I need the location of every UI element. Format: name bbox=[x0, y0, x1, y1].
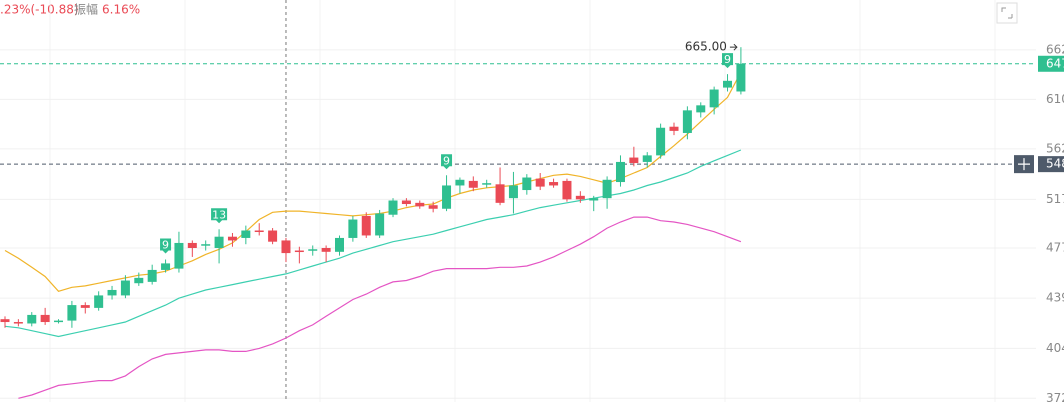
candle-body bbox=[214, 236, 224, 248]
candle-body bbox=[656, 127, 666, 156]
candle-body bbox=[723, 80, 733, 88]
y-tick-label: 439 bbox=[1046, 291, 1064, 305]
signal-label: 9 bbox=[724, 53, 731, 66]
candle-body bbox=[94, 295, 104, 308]
candle-body bbox=[13, 322, 23, 324]
candle-body bbox=[80, 305, 90, 308]
candle-body bbox=[575, 195, 585, 200]
y-tick-label: 562 bbox=[1046, 141, 1064, 155]
candle-body bbox=[335, 237, 344, 252]
price-tag-label: 548 bbox=[1046, 157, 1064, 171]
candle-body bbox=[736, 63, 746, 92]
candle-body bbox=[522, 177, 532, 191]
price-tag bbox=[1038, 156, 1064, 173]
candle-body bbox=[0, 319, 10, 323]
max-label: 665.00 bbox=[685, 40, 727, 54]
candle-body bbox=[67, 305, 77, 321]
candle-body bbox=[709, 89, 719, 108]
candle-body bbox=[107, 289, 117, 296]
y-tick-label: 372 bbox=[1046, 391, 1064, 402]
price-tag-label: 647 bbox=[1046, 56, 1064, 70]
candle-body bbox=[696, 105, 706, 113]
candle-body bbox=[201, 244, 211, 246]
candle-body bbox=[602, 179, 612, 199]
y-tick-label: 610 bbox=[1046, 92, 1064, 106]
signal-marker bbox=[441, 154, 453, 170]
expand-icon[interactable] bbox=[996, 2, 1018, 24]
candle-body bbox=[147, 269, 157, 282]
candle-body bbox=[401, 200, 411, 205]
moving-average bbox=[18, 216, 742, 399]
y-tick-label: 517 bbox=[1046, 192, 1064, 206]
price-tag bbox=[1038, 55, 1064, 72]
candle-body bbox=[388, 200, 398, 215]
candle-body bbox=[508, 185, 518, 199]
candle-body bbox=[428, 205, 438, 209]
candle-body bbox=[549, 182, 559, 186]
candle-body bbox=[268, 230, 278, 242]
candle-body bbox=[161, 263, 171, 270]
candle-body bbox=[589, 198, 599, 201]
amplitude: 6.16% bbox=[102, 3, 140, 17]
candle-body bbox=[174, 242, 184, 269]
amplitude-label: 振幅 bbox=[74, 2, 98, 17]
candle-body bbox=[54, 320, 64, 323]
candle-body bbox=[375, 213, 385, 236]
candle-body bbox=[482, 183, 492, 185]
candle-body bbox=[642, 155, 652, 162]
candle-body bbox=[495, 184, 505, 203]
candle-body bbox=[442, 185, 452, 209]
candle-body bbox=[562, 180, 572, 200]
candle-body bbox=[535, 178, 545, 187]
signal-marker bbox=[211, 208, 228, 224]
candle-body bbox=[629, 157, 639, 164]
signal-label: 9 bbox=[443, 154, 450, 167]
candle-body bbox=[120, 280, 130, 296]
change: .23%(-10.88) bbox=[0, 3, 79, 17]
candle-body bbox=[281, 240, 291, 254]
candle-body bbox=[615, 161, 625, 183]
moving-average bbox=[4, 149, 742, 338]
signal-label: 9 bbox=[162, 239, 169, 252]
candle-body bbox=[682, 110, 692, 133]
y-tick-label: 477 bbox=[1046, 240, 1064, 254]
signal-label: 13 bbox=[212, 208, 226, 221]
signal-marker bbox=[160, 238, 172, 254]
candle-body bbox=[348, 219, 358, 238]
y-tick-label: 662 bbox=[1046, 42, 1064, 56]
candle-body bbox=[227, 236, 237, 241]
candle-body bbox=[294, 250, 304, 253]
candle-body bbox=[361, 215, 371, 236]
candle-body bbox=[134, 277, 144, 284]
candle-body bbox=[187, 242, 197, 248]
max-arrow bbox=[729, 43, 738, 51]
candle-body bbox=[455, 179, 465, 186]
plus-icon bbox=[1018, 158, 1030, 171]
candle-body bbox=[308, 249, 318, 251]
candle-body bbox=[254, 230, 264, 233]
signal-marker bbox=[722, 53, 734, 69]
moving-average bbox=[4, 71, 742, 292]
candle-body bbox=[321, 247, 331, 252]
y-tick-label: 404 bbox=[1046, 341, 1064, 355]
candle-body bbox=[468, 180, 478, 188]
candle-body bbox=[415, 202, 425, 207]
candle-body bbox=[40, 314, 50, 323]
candle-body bbox=[241, 230, 251, 238]
candle-body bbox=[669, 126, 679, 131]
candle-body bbox=[27, 314, 37, 324]
